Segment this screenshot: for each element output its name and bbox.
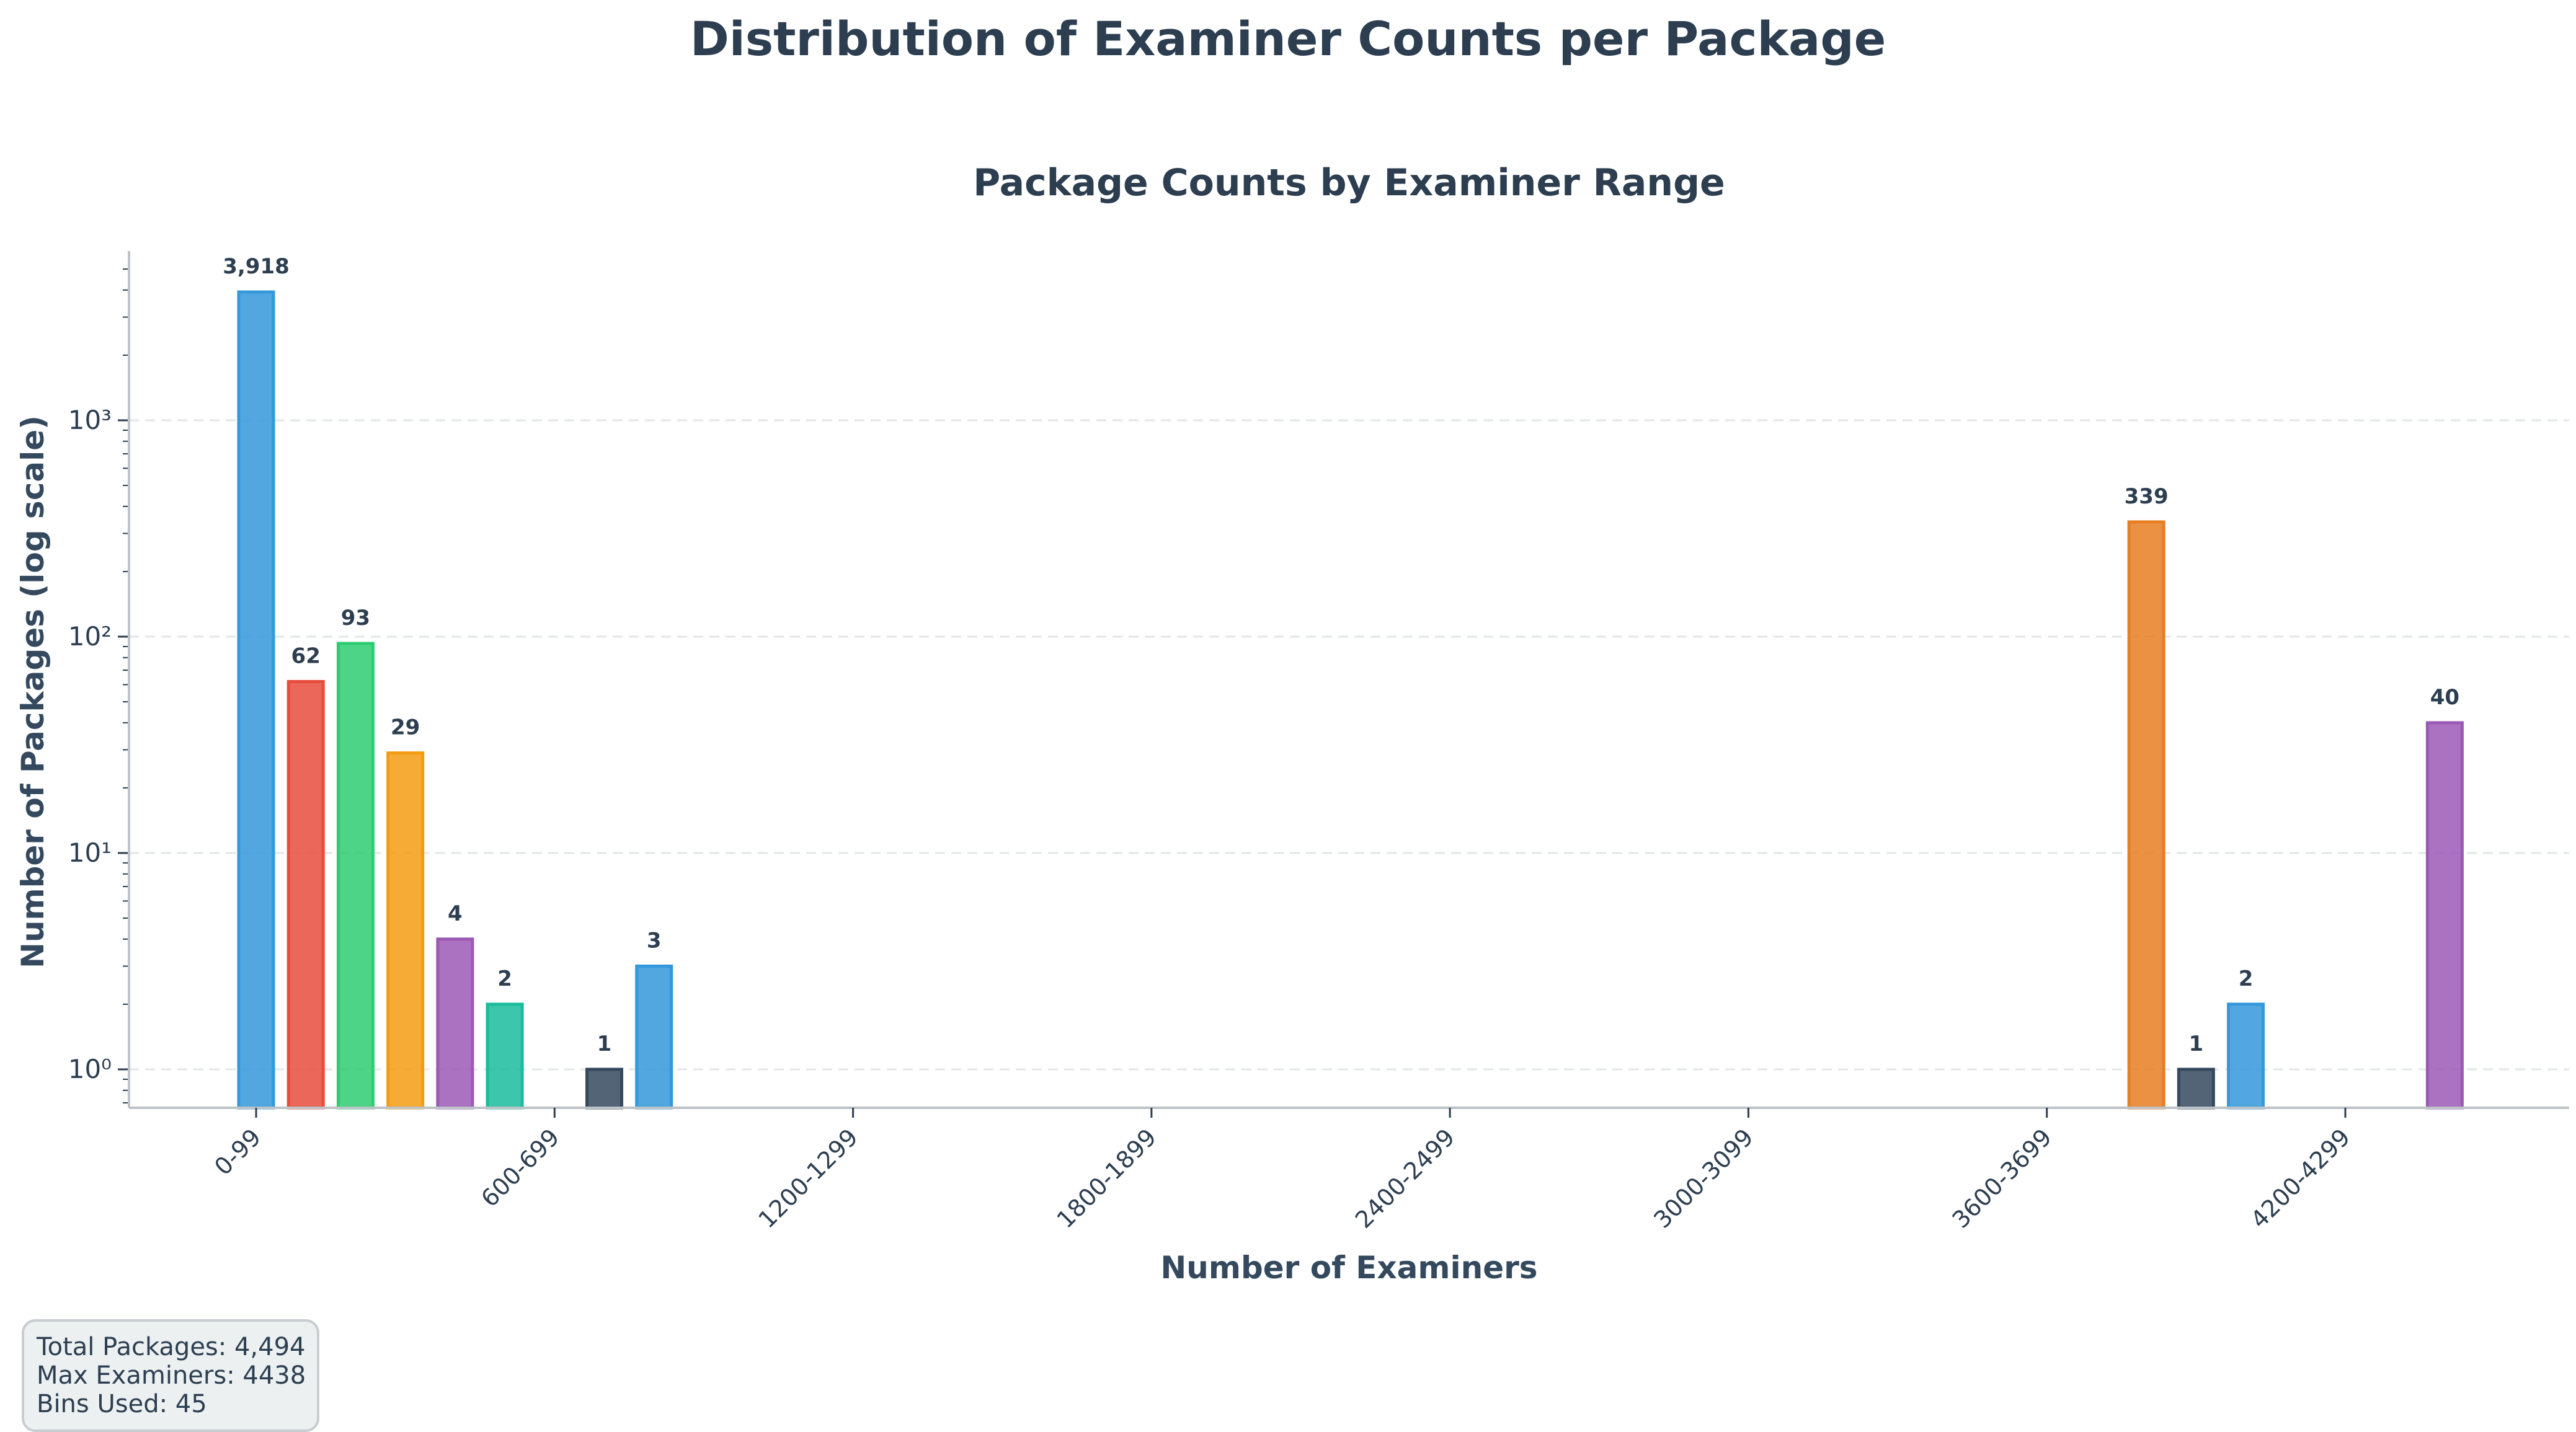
bar-value-label: 62 [291, 643, 321, 668]
bar-100-199[interactable] [286, 679, 325, 1110]
y-tick-label: 10⁰ [68, 1054, 112, 1084]
max-examiners-text: Max Examiners: 4438 [37, 1361, 306, 1390]
bar-value-label: 2 [2239, 966, 2254, 991]
bins-used-text: Bins Used: 45 [37, 1390, 207, 1418]
x-tick-label: 3000-3099 [1648, 1123, 1759, 1234]
bar-value-label: 3,918 [223, 254, 290, 279]
x-tick-label: 0-99 [209, 1123, 266, 1180]
bar-400-499[interactable] [436, 937, 474, 1110]
y-tick-label: 10² [68, 621, 112, 652]
bar-700-799[interactable] [585, 1067, 623, 1110]
bar-value-label: 2 [497, 966, 512, 991]
x-tick-label: 1200-1299 [753, 1123, 863, 1234]
x-tick-label: 3600-3699 [1947, 1123, 2057, 1234]
bar-4400-4499[interactable] [2425, 721, 2464, 1110]
x-axis-label: Number of Examiners [1160, 1250, 1537, 1286]
y-tick-label: 10¹ [68, 838, 112, 868]
bar-500-599[interactable] [486, 1002, 524, 1110]
bar-value-label: 29 [391, 715, 420, 740]
bar-value-label: 3 [647, 928, 662, 953]
bar-3900-3999[interactable] [2177, 1067, 2215, 1110]
bar-value-label: 339 [2125, 484, 2169, 509]
bar-3800-3899[interactable] [2127, 520, 2165, 1110]
summary-info-box: Total Packages: 4,494 Max Examiners: 443… [22, 1319, 320, 1432]
y-tick-label: 10³ [68, 405, 112, 435]
bar-200-299[interactable] [336, 642, 375, 1110]
bar-300-399[interactable] [386, 751, 425, 1110]
figure-suptitle: Distribution of Examiner Counts per Pack… [690, 11, 1886, 66]
y-axis-label: Number of Packages (log scale) [15, 415, 51, 968]
x-tick-label: 4200-4299 [2245, 1123, 2356, 1234]
x-tick-label: 2400-2499 [1350, 1123, 1460, 1234]
bar-value-label: 93 [341, 606, 370, 630]
bar-0-99[interactable] [237, 290, 275, 1110]
bar-value-label: 1 [597, 1032, 612, 1056]
chart-title: Package Counts by Examiner Range [973, 161, 1725, 205]
x-tick-label: 600-699 [476, 1123, 564, 1212]
bar-value-label: 1 [2189, 1032, 2204, 1056]
bar-value-label: 4 [448, 901, 463, 926]
total-packages-text: Total Packages: 4,494 [37, 1333, 306, 1361]
x-tick-label: 1800-1899 [1052, 1123, 1162, 1234]
bar-4000-4099[interactable] [2227, 1002, 2265, 1110]
bar-800-899[interactable] [635, 964, 673, 1110]
bar-value-label: 40 [2430, 685, 2459, 710]
